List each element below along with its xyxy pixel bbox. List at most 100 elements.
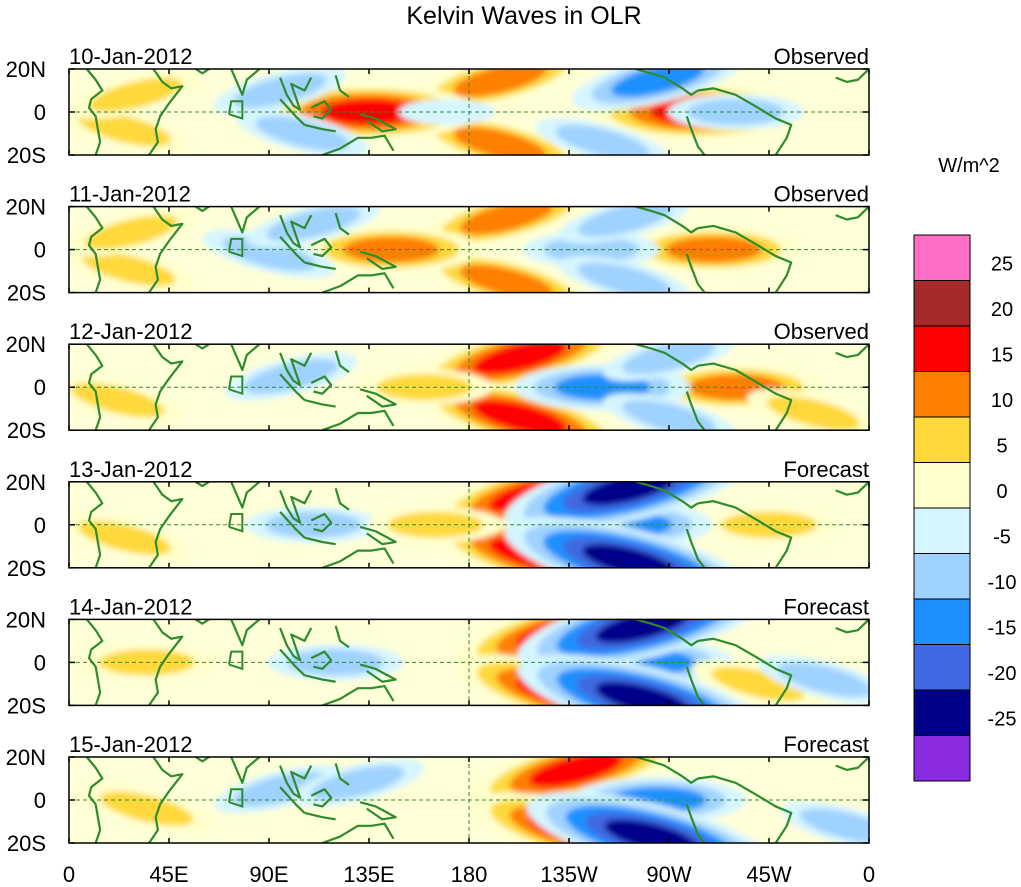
y-tick-label: 0 xyxy=(34,100,46,125)
x-tick-label: 90E xyxy=(249,862,288,887)
coastlines xyxy=(85,206,869,293)
new-guinea-coast xyxy=(359,113,397,133)
south-america-west-coast xyxy=(685,115,706,155)
anomaly-contour xyxy=(233,772,327,807)
x-tick-label: 45W xyxy=(746,862,791,887)
anomaly-contour xyxy=(543,236,640,263)
south-america-north-coast xyxy=(697,500,793,568)
colorbar-label: 15 xyxy=(991,345,1013,367)
west-africa-coast xyxy=(835,757,869,772)
india-coast xyxy=(230,206,262,234)
philippines-coast xyxy=(334,763,350,786)
africa-east-coast xyxy=(148,344,184,431)
sumatra-coast xyxy=(279,235,306,264)
anomaly-contour xyxy=(711,666,805,702)
india-coast xyxy=(230,619,262,647)
central-america-coast xyxy=(635,344,699,372)
anomaly-field xyxy=(69,481,869,568)
philippines-coast xyxy=(334,487,350,511)
anomaly-contour xyxy=(222,236,316,272)
anomaly-contour xyxy=(84,215,178,250)
colorbar-box xyxy=(913,644,971,691)
sumatra-coast xyxy=(279,98,306,126)
java-coast xyxy=(304,261,336,271)
philippines-coast xyxy=(334,212,350,236)
anomaly-contour xyxy=(582,544,676,568)
y-tick-label: 20S xyxy=(7,281,46,306)
central-america-coast xyxy=(635,206,699,234)
central-america-coast xyxy=(635,69,699,96)
colorbar-boxes xyxy=(913,234,971,782)
colorbar-box xyxy=(913,462,971,509)
anomaly-contour xyxy=(622,400,716,431)
coastlines xyxy=(85,757,869,843)
panel-date: 13-Jan-2012 xyxy=(69,457,193,482)
y-tick-label: 20N xyxy=(6,57,46,82)
chart-title: Kelvin Waves in OLR xyxy=(406,2,641,30)
africa-west-coast xyxy=(85,69,104,155)
south-america-north-coast xyxy=(697,224,793,293)
map-panel: 20N 0 20S 12-Jan-2012 Observed xyxy=(6,319,870,443)
panel-date: 15-Jan-2012 xyxy=(69,732,193,757)
y-tick-label: 20N xyxy=(6,470,46,495)
borneo-coast xyxy=(310,100,333,120)
sumatra-coast xyxy=(279,511,306,539)
panel-date: 14-Jan-2012 xyxy=(69,594,193,619)
anomaly-contour xyxy=(604,819,698,843)
africa-west-coast xyxy=(85,344,104,431)
y-tick-label: 20S xyxy=(7,693,46,718)
anomaly-contour xyxy=(321,99,417,125)
anomaly-contour xyxy=(376,374,473,401)
x-tick-label: 135E xyxy=(343,862,394,887)
south-america-west-coast xyxy=(685,528,706,568)
x-tick-label: 0 xyxy=(63,862,75,887)
map-panel: 20N 0 20S 13-Jan-2012 Forecast xyxy=(6,457,870,581)
colorbar-label: -25 xyxy=(988,709,1017,731)
arabia-coast xyxy=(195,206,212,212)
south-america-west-coast xyxy=(685,666,706,706)
panel-date: 11-Jan-2012 xyxy=(69,182,191,207)
anomaly-contour xyxy=(460,264,554,293)
y-tick-label: 0 xyxy=(34,238,46,263)
anomaly-contour xyxy=(453,69,547,97)
colorbar-box xyxy=(913,371,971,418)
maldives-marker xyxy=(228,100,244,120)
colorbar-label: -20 xyxy=(988,663,1017,685)
south-america-west-coast xyxy=(685,253,706,293)
anomaly-blobs xyxy=(80,757,869,843)
philippines-coast xyxy=(334,625,350,649)
anomaly-contour xyxy=(473,400,567,431)
y-tick-label: 0 xyxy=(34,375,46,400)
anomaly-field xyxy=(69,206,869,293)
west-africa-coast xyxy=(835,481,869,496)
y-tick-label: 0 xyxy=(34,788,46,813)
africa-east-coast xyxy=(148,69,184,155)
philippines-coast xyxy=(334,75,350,98)
map-panel: 20N 0 20S 15-Jan-2012 Forecast xyxy=(6,732,870,856)
arabia-coast xyxy=(195,69,212,75)
panel-status: Forecast xyxy=(783,732,869,757)
africa-west-coast xyxy=(85,206,104,293)
australia-north-coast xyxy=(321,134,395,155)
borneo-coast xyxy=(310,375,333,395)
sumatra-coast xyxy=(279,648,306,677)
colorbar-units: W/m^2 xyxy=(938,155,1000,177)
india-coast xyxy=(230,69,262,96)
maldives-marker xyxy=(228,513,244,533)
india-coast xyxy=(230,481,262,509)
java-coast xyxy=(304,123,336,133)
colorbar-box xyxy=(913,325,971,372)
se-asia-coast xyxy=(279,214,313,249)
anomaly-contour xyxy=(453,127,547,155)
panel-status: Observed xyxy=(774,44,869,69)
borneo-coast xyxy=(310,788,333,808)
colorbar-box xyxy=(913,735,971,782)
java-coast xyxy=(304,536,336,546)
x-tick-label: 0 xyxy=(863,862,875,887)
colorbar-box xyxy=(913,280,971,327)
colorbar-label: -15 xyxy=(988,618,1017,640)
south-america-north-coast xyxy=(697,87,793,155)
java-coast xyxy=(304,399,336,408)
philippines-coast xyxy=(334,350,350,374)
